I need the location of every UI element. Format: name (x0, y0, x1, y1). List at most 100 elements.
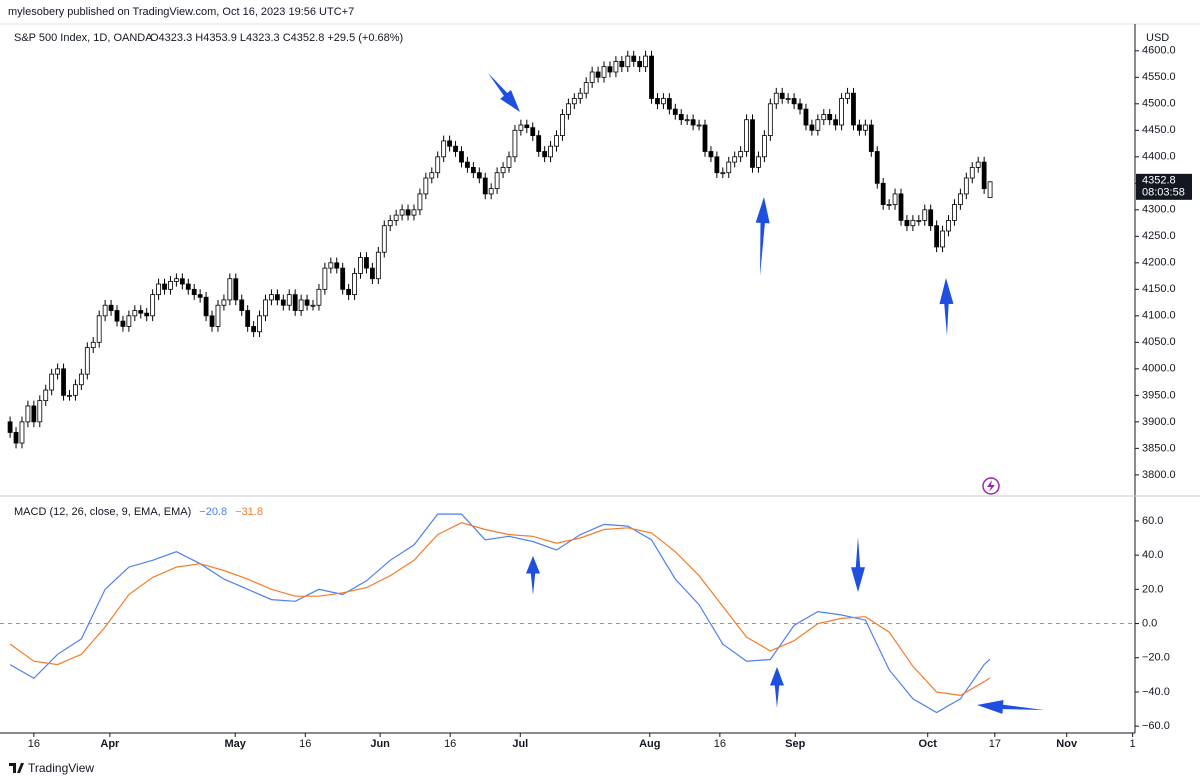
candle-body (73, 384, 78, 396)
y-tick-label: 4250.0 (1142, 230, 1176, 242)
candle-body (589, 71, 595, 83)
candle-body (952, 204, 957, 221)
candle-body (565, 103, 571, 115)
x-tick-label: Apr (100, 738, 120, 750)
y-tick-label: 4200.0 (1142, 257, 1176, 269)
candle-body (583, 82, 589, 94)
annotation-arrow (526, 556, 540, 595)
candle-body (274, 294, 280, 301)
candle-body (791, 98, 797, 105)
candle-body (25, 405, 31, 423)
candle-body (940, 230, 945, 248)
candle-body (346, 288, 352, 296)
lightning-icon[interactable] (982, 477, 1000, 495)
candle-body (803, 108, 809, 126)
candle-body (797, 103, 803, 110)
candle-body (90, 341, 96, 349)
candle-body (530, 127, 536, 137)
candle-body (156, 283, 161, 296)
candle-body (821, 114, 827, 121)
candle-body (666, 98, 672, 110)
candle-body (405, 209, 411, 216)
candle-body (839, 98, 844, 126)
candle-body (233, 278, 239, 301)
x-tick-label: 16 (444, 738, 456, 750)
footer-brand: TradingView (28, 761, 94, 775)
last-price-label: 4352.8 (1142, 175, 1176, 187)
candle-body (387, 220, 393, 227)
candle-body (880, 182, 886, 205)
candle-body (892, 193, 898, 205)
candle-body (185, 283, 191, 290)
candle-body (756, 156, 761, 168)
candle-body (560, 114, 565, 137)
candle-body (862, 124, 868, 131)
candle-body (31, 405, 37, 423)
candle-body (19, 421, 25, 444)
candle-body (767, 103, 773, 137)
candle-body (191, 288, 197, 296)
macd-line (9, 522, 991, 697)
x-tick-label: Jun (370, 738, 390, 750)
candle-body (203, 296, 209, 317)
candle-body (67, 394, 72, 397)
candle-body (963, 177, 969, 195)
candle-body (126, 315, 132, 327)
y-tick-label: −60.0 (1142, 720, 1170, 732)
candle-body (239, 299, 245, 311)
candle-body (785, 98, 791, 100)
annotation-arrow (939, 278, 954, 336)
candle-body (975, 161, 981, 168)
y-tick-label: 0.0 (1142, 617, 1157, 629)
candle-body (649, 55, 654, 99)
candle-body (886, 204, 892, 206)
y-tick-label: 4500.0 (1142, 98, 1176, 110)
candle-body (7, 421, 13, 433)
candle-body (643, 55, 649, 68)
macd-line (9, 513, 991, 714)
lightning-bolt[interactable] (987, 480, 995, 492)
candle-body (571, 98, 577, 105)
macd-value-label: −20.8 (199, 506, 227, 518)
y-tick-label: 60.0 (1142, 515, 1163, 527)
candle-body (536, 135, 542, 152)
candle-body (987, 181, 993, 198)
candle-body (690, 119, 696, 126)
candle-body (524, 124, 530, 129)
candle-body (607, 66, 613, 73)
candle-body (78, 373, 84, 386)
candle-body (49, 373, 55, 391)
y-tick-label: 4150.0 (1142, 283, 1176, 295)
candle-body (340, 267, 346, 290)
candle-body (868, 124, 874, 152)
candle-body (661, 98, 666, 105)
candle-body (904, 220, 910, 227)
candle-body (946, 220, 951, 232)
candle-body (459, 151, 464, 163)
candle-body (423, 177, 429, 195)
x-tick-label: Oct (919, 738, 938, 750)
y-tick-label: 3800.0 (1142, 469, 1176, 481)
candle-body (845, 92, 850, 99)
candle-body (221, 299, 227, 306)
candle-body (500, 167, 506, 174)
candle-body (316, 288, 322, 306)
y-tick-label: 3900.0 (1142, 416, 1176, 428)
candle-body (37, 400, 43, 423)
candle-body (601, 66, 607, 78)
candle-body (833, 119, 839, 126)
candle-body (263, 299, 268, 317)
candle-body (358, 257, 363, 274)
candle-body (542, 151, 548, 158)
candle-body (708, 151, 714, 158)
candle-body (732, 156, 738, 163)
candle-body (465, 161, 470, 168)
candle-body (162, 283, 167, 290)
tv-logo: TradingView (9, 761, 94, 775)
tv-logo-mark (9, 763, 24, 773)
candle-body (364, 257, 369, 269)
y-tick-label: −20.0 (1142, 652, 1170, 664)
y-tick-label: 3850.0 (1142, 442, 1176, 454)
candle-body (577, 92, 583, 99)
